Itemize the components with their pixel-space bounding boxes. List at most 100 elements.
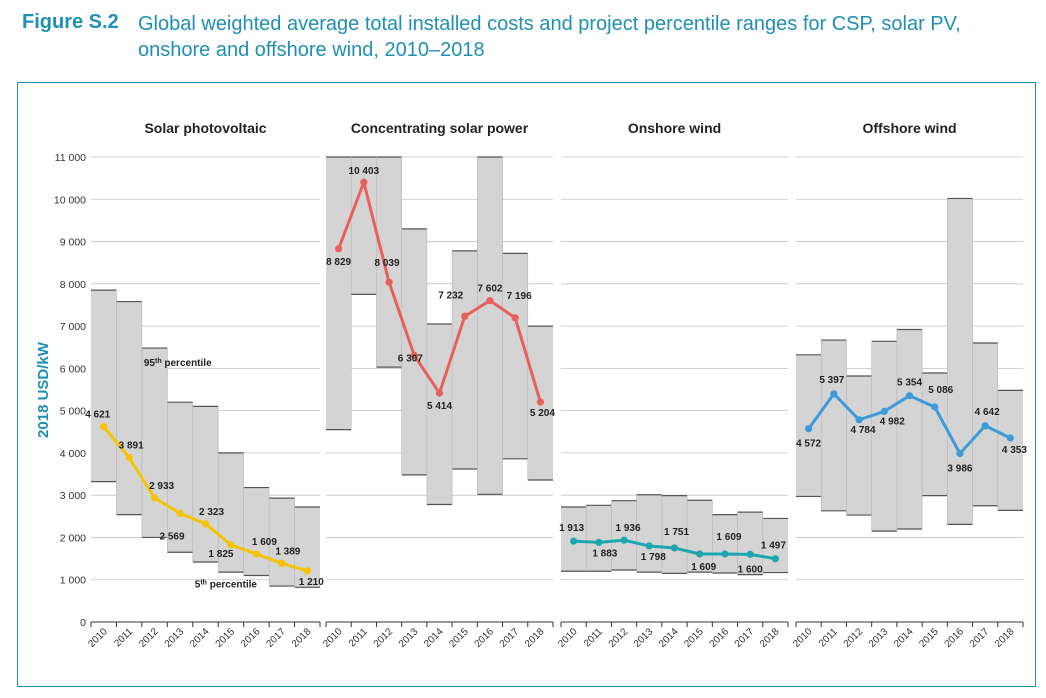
x-tick-label: 2011 [347,626,370,649]
data-point [956,449,964,458]
x-tick-label: 2017 [733,626,757,650]
y-tick-label: 9 000 [60,237,86,249]
x-tick-label: 2015 [917,626,941,650]
data-point [100,423,108,431]
data-label: 1 389 [275,546,300,557]
x-tick-label: 2018 [290,626,314,650]
data-label: 1 609 [252,537,277,548]
x-tick-label: 2016 [239,626,263,650]
percentile-bar [269,498,295,587]
y-tick-label: 5 000 [60,406,86,418]
panel-title: Onshore wind [628,120,721,136]
x-tick-label: 2013 [397,626,421,650]
x-tick-label: 2010 [556,626,580,650]
data-point [201,520,210,528]
percentile-bar [821,340,847,511]
x-tick-label: 2012 [842,626,866,650]
y-tick-label: 1 000 [60,575,86,587]
x-tick-label: 2017 [498,626,522,650]
y-tick-label: 10 000 [54,194,86,206]
panel-title: Offshore wind [862,120,956,136]
x-tick-label: 2015 [682,626,706,650]
x-tick-label: 2014 [657,626,681,650]
y-tick-label: 0 [80,617,86,629]
percentile-bar [737,512,763,575]
data-label: 3 986 [947,464,972,475]
x-tick-label: 2014 [422,626,446,650]
data-point [620,536,628,544]
percentile-bar [167,402,193,553]
data-point [595,538,603,547]
data-point [746,550,754,558]
x-tick-label: 2012 [372,626,396,650]
percentile-bar [586,505,612,572]
y-tick-label: 11 000 [55,152,86,164]
data-point [151,494,159,502]
percentile-bar [477,157,503,495]
data-label: 7 232 [438,290,463,301]
data-point [771,555,779,563]
data-label: 1 609 [716,532,741,543]
data-label: 1 883 [592,548,617,559]
data-label: 5 397 [819,375,844,386]
p5-annotation: 5th percentile [195,579,258,591]
percentile-range-bars [91,156,1023,588]
percentile-bar [687,500,713,573]
panel-title: Solar photovoltaic [144,120,266,136]
data-label: 4 784 [851,425,876,436]
data-point [670,544,679,552]
data-point [125,453,133,462]
x-tick-label: 2010 [791,626,815,650]
data-point [830,390,838,398]
data-label: 4 642 [975,407,1000,418]
x-tick-label: 2011 [817,626,840,649]
data-point [252,550,260,558]
data-label: 2 569 [160,531,185,542]
y-tick-label: 8 000 [60,279,86,291]
percentile-bar [712,514,738,573]
percentile-bar [871,341,897,532]
series-lines [100,178,1014,575]
data-label: 6 307 [398,353,423,364]
data-point [855,416,863,424]
data-point [435,389,444,397]
x-tick-label: 2012 [607,626,631,650]
percentile-bar [218,452,244,573]
y-tick-label: 3 000 [60,490,86,502]
x-tick-label: 2013 [867,626,891,650]
data-label: 5 204 [530,408,555,419]
x-tick-label: 2010 [86,626,110,650]
percentile-bar [947,198,973,525]
data-label: 4 572 [796,439,821,450]
data-point [461,312,469,320]
data-label: 2 323 [199,507,224,518]
percentile-bar [896,329,923,529]
axes [90,621,1024,627]
data-label: 1 497 [761,541,786,552]
percentile-bar [661,495,688,574]
data-point [981,422,989,430]
percentile-bar [326,157,352,430]
x-tick-label: 2013 [632,626,656,650]
data-point [931,403,939,411]
y-tick-label: 6 000 [60,363,86,375]
data-label: 4 982 [880,416,905,427]
data-label: 1 913 [559,523,584,534]
percentile-bar [91,290,117,482]
data-label: 1 210 [299,577,324,588]
data-point [570,537,578,545]
figure-number: Figure S.2 [22,11,119,33]
y-tick-label: 4 000 [60,448,86,460]
x-tick-label: 2018 [993,626,1017,650]
x-tick-label: 2010 [321,626,345,650]
data-label: 10 403 [349,166,380,177]
data-point [410,351,418,359]
x-tick-label: 2017 [264,626,288,650]
x-tick-label: 2018 [523,626,547,650]
percentile-bar [922,373,948,496]
data-label: 7 196 [507,291,532,302]
data-point [278,559,286,567]
data-point [645,542,653,550]
y-tick-label: 7 000 [60,321,86,333]
